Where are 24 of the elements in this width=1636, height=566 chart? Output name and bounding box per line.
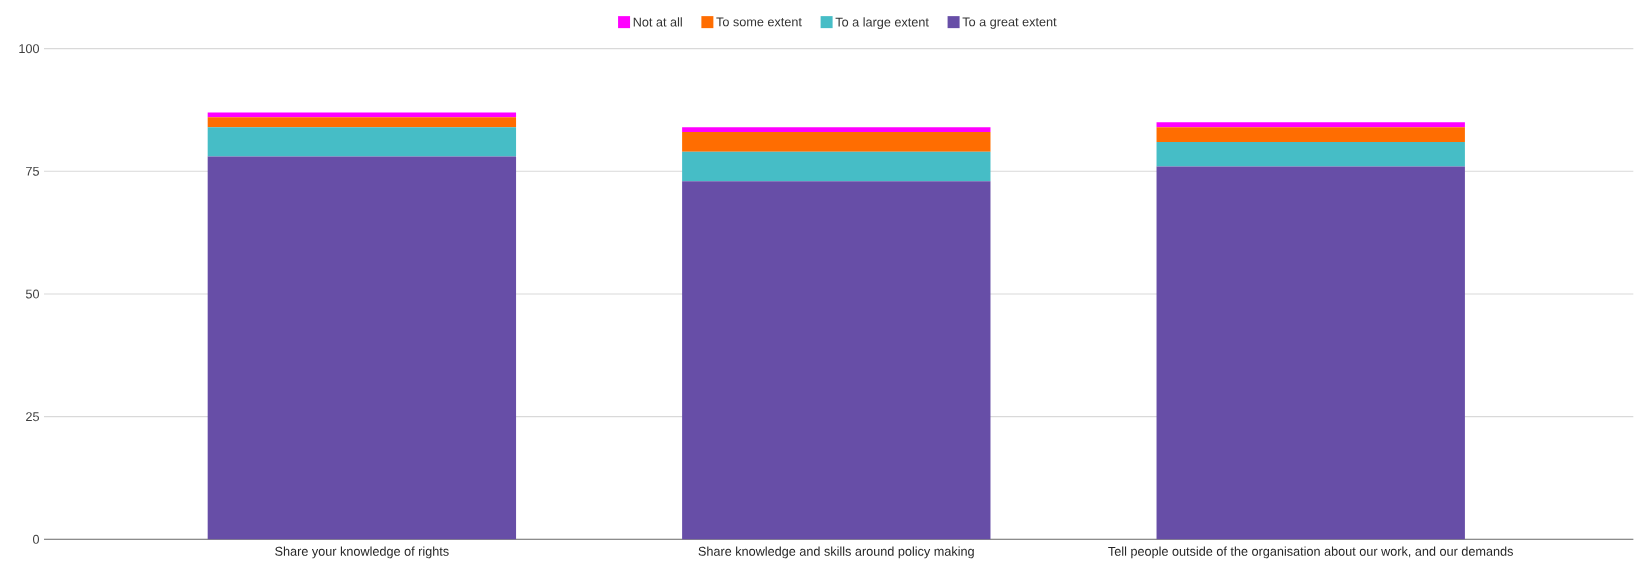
- y-tick-label: 100: [19, 44, 40, 54]
- bar: [207, 156, 517, 540]
- bar: [682, 127, 991, 133]
- x-tick-label: Share your knowledge of rights: [275, 546, 449, 559]
- bar: [207, 112, 517, 118]
- legend-label: Not at all: [633, 17, 682, 27]
- bar: [682, 132, 991, 152]
- x-tick-label: Share knowledge and skills around policy making: [698, 546, 974, 559]
- bar: [682, 151, 991, 182]
- y-tick-label: 50: [25, 289, 40, 299]
- bar: [1156, 122, 1465, 128]
- legend-label: To a great extent: [962, 17, 1057, 29]
- bar: [682, 181, 991, 540]
- bar: [1156, 141, 1465, 167]
- y-tick-label: 75: [26, 166, 39, 176]
- bar: [1156, 127, 1465, 142]
- bar: [1156, 166, 1465, 540]
- bar: [207, 127, 517, 157]
- legend-label: To some extent: [716, 17, 802, 27]
- x-tick-label: Tell people outside of the organisation about our work, and our demands: [1108, 546, 1513, 559]
- legend-label: To a large extent: [835, 17, 929, 30]
- y-tick-label: 0: [32, 534, 40, 544]
- bar: [207, 117, 517, 128]
- y-tick-label: 25: [26, 412, 39, 422]
